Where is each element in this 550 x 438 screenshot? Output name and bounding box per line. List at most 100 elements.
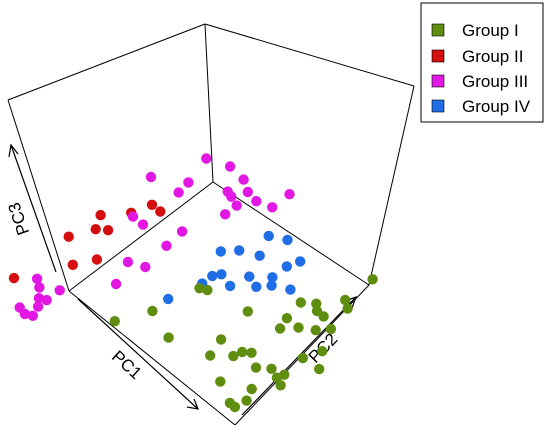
data-point-group-3-5 [183, 177, 194, 188]
data-point-group-4-3 [263, 230, 274, 242]
legend-swatch-group-4 [431, 99, 445, 113]
data-point-group-2-5 [67, 259, 79, 270]
pc1-axis-arrow [77, 298, 199, 410]
box-edge-back-top [7, 23, 206, 101]
data-point-group-1-6 [318, 311, 329, 322]
plot-box [7, 23, 415, 426]
data-point-group-1-12 [367, 274, 378, 285]
data-point-group-3-16 [127, 211, 139, 222]
data-point-group-1-32 [281, 313, 293, 324]
pc1-axis-title: PC1 [108, 347, 145, 383]
data-point-group-3-7 [231, 200, 242, 211]
data-point-group-4-6 [285, 284, 296, 295]
data-point-group-3-3 [173, 187, 184, 198]
pc3-arrowhead [8, 143, 19, 158]
data-point-group-1-11 [342, 303, 353, 314]
data-point-group-3-15 [284, 189, 295, 200]
data-point-group-4-15 [282, 234, 293, 246]
data-point-group-3-6 [220, 209, 231, 220]
data-point-group-2-1 [90, 224, 101, 235]
data-point-group-1-35 [229, 401, 241, 413]
data-point-group-3-20 [110, 278, 122, 290]
data-point-group-1-24 [275, 380, 286, 391]
data-point-group-1-15 [228, 350, 239, 362]
data-point-group-3-14 [267, 202, 278, 213]
data-point-group-3-9 [161, 240, 172, 251]
axis-arrows [8, 143, 358, 416]
data-point-group-1-1 [340, 294, 351, 306]
data-point-group-4-5 [251, 281, 262, 292]
legend-swatch-group-1 [431, 23, 445, 37]
data-point-group-3-28 [27, 310, 38, 321]
data-point-group-4-2 [267, 272, 278, 283]
data-point-group-1-0 [242, 306, 253, 317]
data-point-group-2-4 [91, 254, 103, 265]
data-point-group-3-12 [251, 196, 262, 207]
data-point-group-1-25 [163, 332, 174, 343]
data-point-group-3-13 [242, 186, 253, 198]
data-point-group-1-18 [297, 352, 308, 364]
data-point-group-3-29 [19, 308, 31, 320]
data-point-group-1-8 [325, 323, 337, 335]
data-point-group-3-4 [201, 153, 212, 164]
box-edge-back-vertical [204, 23, 214, 183]
legend-label-group-4: Group IV [462, 97, 531, 116]
pc3-axis-arrow [10, 144, 57, 273]
legend-label-group-2: Group II [462, 47, 523, 66]
data-point-group-1-28 [194, 283, 205, 294]
data-point-group-1-29 [147, 305, 158, 317]
data-point-group-4-8 [224, 280, 236, 292]
data-point-group-3-18 [122, 256, 134, 268]
data-point-group-1-7 [310, 325, 321, 336]
data-points [8, 153, 378, 413]
data-point-group-3-23 [32, 301, 44, 312]
data-point-group-4-9 [216, 269, 227, 280]
data-point-group-1-26 [205, 350, 216, 361]
data-point-group-1-22 [241, 395, 252, 406]
data-point-group-3-21 [54, 285, 65, 296]
data-point-group-1-13 [246, 347, 257, 358]
pc3-axis-title: PC3 [4, 200, 33, 237]
data-point-group-3-17 [137, 219, 149, 230]
legend: Group I Group II Group III Group IV [420, 2, 544, 123]
data-point-group-4-1 [254, 250, 265, 261]
data-point-group-3-22 [41, 294, 52, 306]
data-point-group-3-1 [224, 161, 236, 172]
legend-label-group-1: Group I [462, 21, 519, 40]
data-point-group-3-19 [140, 261, 151, 273]
data-point-group-1-16 [215, 376, 226, 387]
data-point-group-1-30 [202, 284, 213, 296]
data-point-group-1-4 [274, 323, 286, 334]
data-point-group-4-14 [266, 280, 277, 291]
data-point-group-1-21 [266, 363, 277, 374]
box-edge-floor-back-right [212, 181, 370, 286]
data-point-group-1-27 [109, 316, 121, 327]
data-point-group-4-13 [163, 293, 174, 305]
data-point-group-3-11 [226, 191, 237, 202]
data-point-group-1-31 [295, 297, 306, 308]
data-point-group-2-8 [146, 199, 158, 210]
data-point-group-4-11 [215, 246, 226, 257]
box-edge-floor-front-left [68, 290, 236, 426]
data-point-group-3-25 [33, 293, 45, 304]
pc1-arrowhead [186, 398, 199, 410]
data-point-group-2-7 [8, 272, 20, 284]
data-point-group-3-24 [34, 282, 45, 293]
data-point-group-4-7 [281, 261, 292, 272]
legend-label-group-3: Group III [462, 72, 528, 91]
data-point-group-4-0 [234, 245, 245, 256]
data-point-group-4-16 [295, 256, 306, 267]
box-edge-back-right-top [204, 23, 415, 87]
legend-swatch-group-3 [431, 74, 445, 88]
data-point-group-1-9 [317, 346, 328, 357]
data-point-group-1-3 [293, 322, 304, 333]
legend-swatch-group-2 [431, 49, 445, 63]
box-edge-floor-back-left [68, 181, 214, 292]
data-point-group-4-10 [207, 270, 218, 282]
data-point-group-1-23 [246, 383, 257, 395]
box-edge-right-vertical [368, 85, 415, 286]
data-point-group-4-4 [244, 271, 255, 282]
data-point-group-1-19 [215, 334, 227, 345]
box-edge-left-vertical [7, 99, 70, 292]
